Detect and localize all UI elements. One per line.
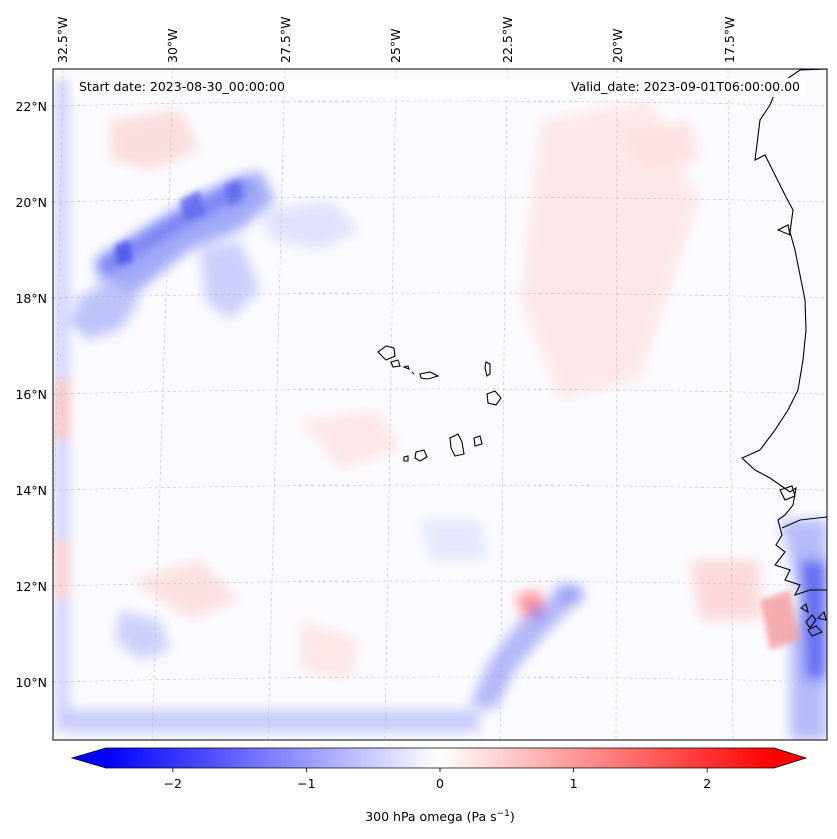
africa-coastline [741, 69, 827, 596]
gridlines [53, 69, 827, 740]
lon-label-27-5w: 27.5°W [278, 17, 293, 63]
cabo-verde-islands [377, 345, 502, 462]
map-panel [53, 69, 827, 740]
valid-date-label: Valid_date: 2023-09-01T06:00:00.00 [571, 79, 800, 94]
omega-field [55, 80, 827, 740]
colorbar-tick-label: 0 [436, 776, 444, 791]
lat-label-10n: 10°N [15, 675, 47, 690]
map-background [53, 69, 827, 740]
lat-label-16n: 16°N [15, 387, 47, 402]
lat-label-22n: 22°N [15, 99, 47, 114]
colorbar-gradient [106, 748, 774, 768]
colorbar-outline [70, 747, 808, 769]
lat-label-18n: 18°N [15, 291, 47, 306]
longitude-labels: 32.5°W 30°W 27.5°W 25°W 22.5°W 20°W 17.5… [55, 17, 737, 63]
colorbar-tick-label: −1 [297, 776, 315, 791]
lat-label-14n: 14°N [15, 483, 47, 498]
latitude-labels: 22°N 20°N 18°N 16°N 14°N 12°N 10°N [15, 99, 47, 690]
lon-label-25w: 25°W [388, 28, 403, 63]
colorbar-ticks: −2 −1 0 1 2 [164, 768, 711, 791]
coastlines [377, 69, 827, 637]
colorbar-extend-low [72, 748, 106, 768]
colorbar-tick-label: −2 [164, 776, 182, 791]
lat-label-12n: 12°N [15, 579, 47, 594]
date-banner [73, 78, 806, 97]
lon-label-32-5w: 32.5°W [55, 17, 70, 63]
map-frame [52, 68, 828, 741]
lon-label-20w: 20°W [610, 28, 625, 63]
lon-label-22-5w: 22.5°W [500, 17, 515, 63]
colorbar-tick-label: 1 [570, 776, 578, 791]
lat-label-20n: 20°N [15, 195, 47, 210]
colorbar: −2 −1 0 1 2 300 hPa omega (Pa s−1) [70, 747, 808, 824]
colorbar-extend-high [774, 748, 806, 768]
lon-label-17-5w: 17.5°W [722, 17, 737, 63]
lon-label-30w: 30°W [165, 28, 180, 63]
colorbar-title: 300 hPa omega (Pa s−1) [365, 809, 515, 824]
start-date-label: Start date: 2023-08-30_00:00:00 [79, 79, 285, 94]
colorbar-tick-label: 2 [703, 776, 711, 791]
